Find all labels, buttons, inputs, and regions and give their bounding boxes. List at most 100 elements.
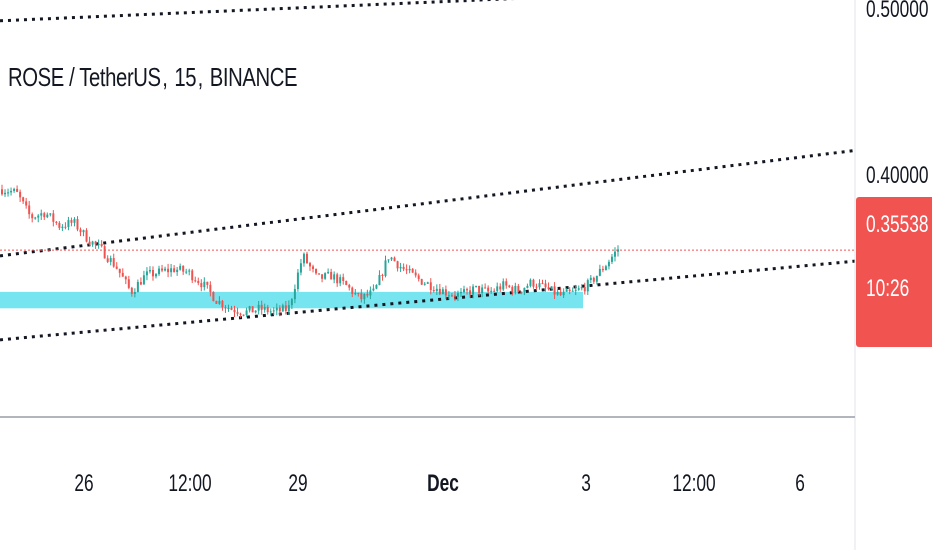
candle-body (550, 286, 553, 290)
candle-body (438, 288, 441, 295)
candle-body (520, 291, 523, 293)
candle-body (91, 241, 94, 245)
candle-body (423, 283, 426, 285)
candle-body (1, 189, 3, 195)
candle-body (19, 191, 22, 198)
candle-body (4, 192, 7, 195)
candle-body (378, 275, 381, 285)
candle-body (562, 291, 565, 296)
candle-body (127, 279, 130, 288)
candle-body (215, 301, 218, 304)
candle-body (55, 221, 58, 223)
candle-body (46, 214, 49, 218)
candle-body (529, 279, 532, 286)
candle-body (420, 279, 423, 285)
candle-body (342, 277, 345, 281)
candle-body (372, 288, 375, 291)
candle-body (179, 265, 182, 270)
candle-body (115, 266, 118, 269)
candle-body (559, 291, 562, 296)
candle-body (302, 253, 305, 264)
candle-body (387, 259, 390, 261)
candle-body (185, 271, 188, 273)
candle-body (112, 258, 115, 267)
candle-body (194, 280, 197, 282)
candle-body (333, 274, 336, 280)
candle-body (142, 275, 145, 285)
candle-body (336, 274, 339, 284)
candle-body (272, 310, 275, 312)
time-tick-label: 6 (795, 470, 805, 497)
candle-body (106, 258, 109, 262)
time-tick-label: 12:00 (168, 470, 212, 497)
candle-body (604, 266, 607, 271)
candle-body (85, 230, 88, 242)
candle-body (381, 275, 384, 277)
channel-lines-layer (0, 0, 856, 342)
candle-body (100, 243, 103, 247)
candle-body (354, 293, 357, 295)
candle-body (22, 197, 25, 202)
candle-body (459, 292, 462, 294)
candle-body (511, 286, 514, 293)
candle-body (432, 290, 435, 292)
candle-body (40, 213, 43, 216)
candle-body (13, 188, 16, 191)
candle-body (170, 268, 173, 273)
candles-layer (1, 184, 619, 318)
candle-body (242, 314, 245, 316)
candle-body (145, 271, 148, 276)
candle-body (257, 304, 260, 311)
candle-body (426, 282, 429, 284)
candle-body (589, 277, 592, 281)
candle-body (601, 268, 604, 271)
candle-body (577, 288, 580, 290)
candle-body (324, 273, 327, 279)
candle-body (209, 284, 212, 292)
candle-body (296, 272, 299, 290)
candle-body (182, 265, 185, 272)
candle-body (617, 249, 619, 252)
candle-body (315, 268, 318, 274)
candle-body (43, 213, 46, 218)
candle-body (508, 285, 511, 287)
candle-body (94, 241, 97, 245)
candle-body (218, 300, 221, 304)
candle-body (230, 307, 233, 310)
candle-body (496, 286, 499, 291)
candle-body (224, 307, 227, 309)
candle-body (360, 293, 363, 300)
candle-body (490, 290, 493, 292)
candle-body (188, 270, 191, 272)
candle-body (287, 305, 290, 311)
candle-body (88, 241, 91, 245)
candle-body (158, 268, 161, 275)
candle-body (469, 290, 472, 295)
candle-body (278, 307, 281, 312)
candle-body (312, 266, 315, 269)
candle-body (305, 253, 308, 264)
candle-body (176, 269, 179, 273)
candle-body (586, 280, 589, 292)
candle-body (37, 215, 40, 218)
candle-body (514, 285, 517, 293)
candle-body (227, 307, 230, 309)
candle-body (161, 268, 164, 271)
candle-body (345, 280, 348, 285)
price-tick-label: 0.50000 (866, 0, 929, 23)
legend-interval: 15 (174, 62, 197, 92)
last-price-value: 0.35538 (866, 211, 929, 238)
candle-body (505, 281, 508, 286)
candle-body (275, 307, 278, 311)
candle-body (263, 306, 266, 310)
candle-body (73, 219, 76, 223)
candle-body (441, 289, 444, 295)
channel-trendline (0, 148, 856, 258)
candle-body (535, 286, 538, 288)
candle-body (34, 217, 37, 219)
candle-body (435, 288, 438, 292)
candle-body (475, 285, 478, 287)
candle-body (450, 295, 453, 297)
legend-symbol: ROSE / TetherUS (8, 62, 161, 92)
